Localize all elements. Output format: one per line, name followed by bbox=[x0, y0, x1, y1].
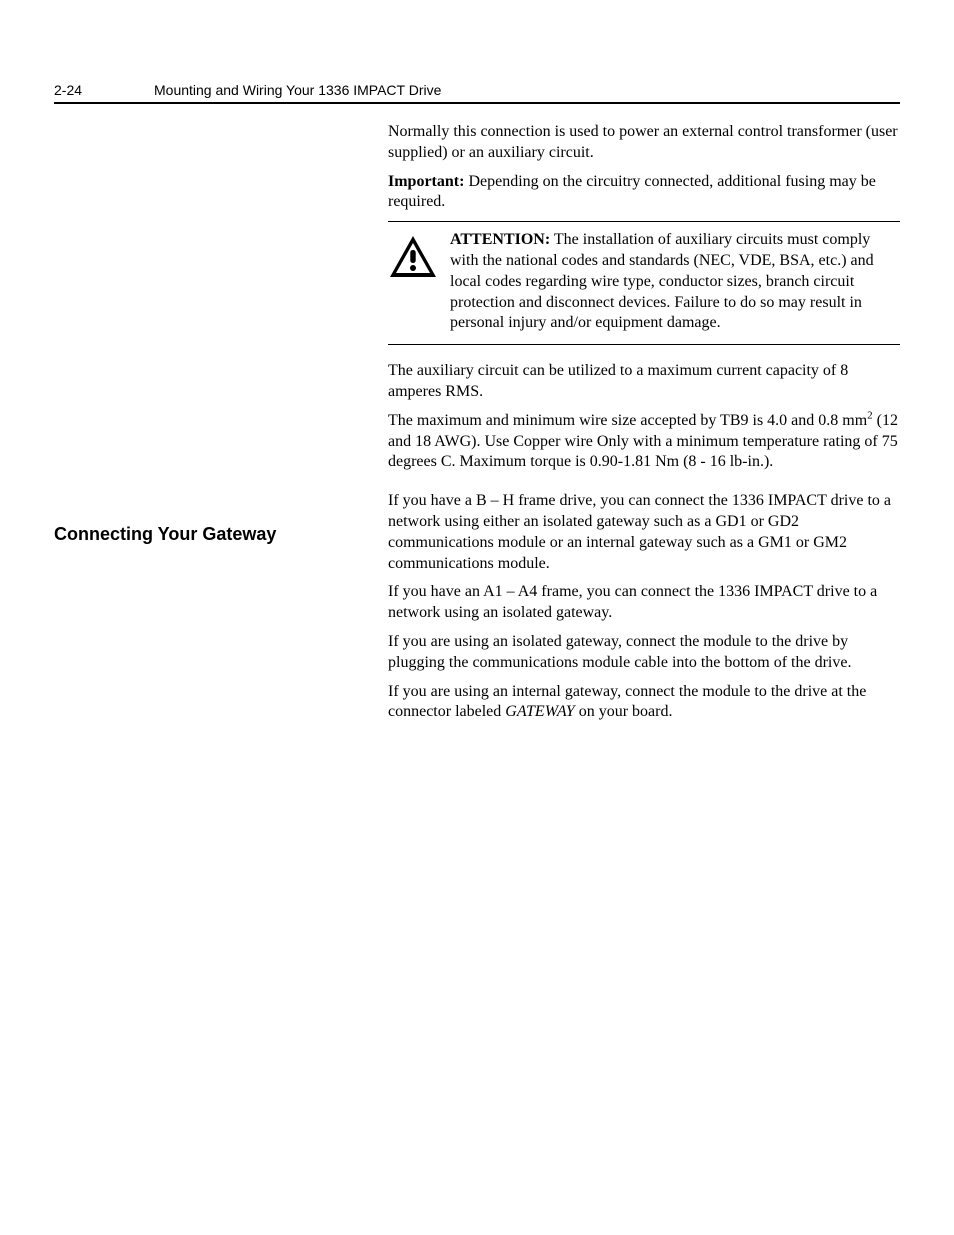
attention-label: ATTENTION: bbox=[450, 231, 550, 248]
page: 2-24 Mounting and Wiring Your 1336 IMPAC… bbox=[0, 0, 954, 1235]
page-number: 2-24 bbox=[54, 82, 154, 98]
text-run-italic: GATEWAY bbox=[505, 703, 574, 720]
section-gap bbox=[388, 481, 900, 491]
paragraph: Normally this connection is used to powe… bbox=[388, 122, 900, 164]
content-area: Connecting Your Gateway Normally this co… bbox=[54, 122, 900, 731]
warning-icon bbox=[388, 230, 450, 334]
paragraph: The auxiliary circuit can be utilized to… bbox=[388, 361, 900, 403]
text-run: The maximum and minimum wire size accept… bbox=[388, 412, 867, 429]
sidebar-spacer bbox=[54, 122, 388, 524]
body-column: Normally this connection is used to powe… bbox=[388, 122, 900, 731]
paragraph-important: Important: Depending on the circuitry co… bbox=[388, 172, 900, 214]
running-header: 2-24 Mounting and Wiring Your 1336 IMPAC… bbox=[54, 82, 900, 104]
paragraph: If you are using an internal gateway, co… bbox=[388, 682, 900, 724]
attention-box: ATTENTION: The installation of auxiliary… bbox=[388, 221, 900, 345]
section-heading-gateway: Connecting Your Gateway bbox=[54, 524, 388, 545]
header-title: Mounting and Wiring Your 1336 IMPACT Dri… bbox=[154, 82, 441, 98]
text-run: on your board. bbox=[575, 703, 673, 720]
sidebar-column: Connecting Your Gateway bbox=[54, 122, 388, 731]
paragraph: If you have an A1 – A4 frame, you can co… bbox=[388, 582, 900, 624]
attention-text: ATTENTION: The installation of auxiliary… bbox=[450, 230, 900, 334]
paragraph: The maximum and minimum wire size accept… bbox=[388, 411, 900, 473]
important-label: Important: bbox=[388, 173, 464, 190]
paragraph: If you are using an isolated gateway, co… bbox=[388, 632, 900, 674]
paragraph: If you have a B – H frame drive, you can… bbox=[388, 491, 900, 574]
